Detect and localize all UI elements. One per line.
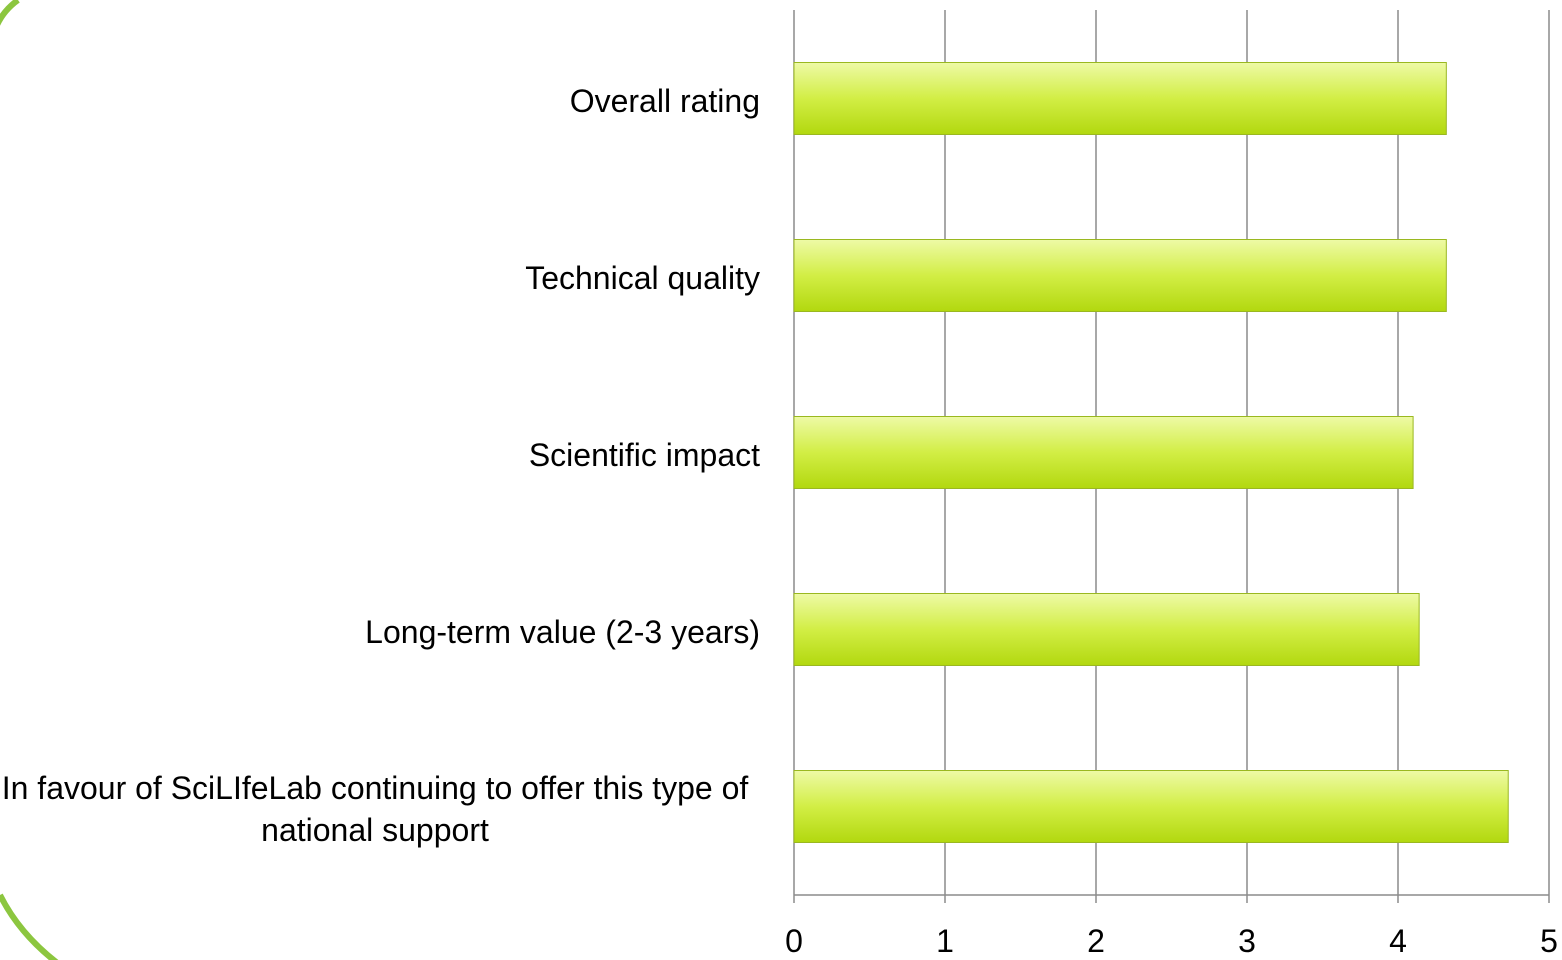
y-tick-label: Scientific impact [528,436,760,473]
decoration-arc [0,0,59,960]
bar [793,593,1420,666]
x-tick-label: 4 [1389,923,1407,959]
x-tick-label: 5 [1540,923,1558,959]
x-tick-label: 3 [1238,923,1256,959]
bar [793,770,1509,843]
y-tick-label: Overall rating [569,82,760,119]
y-tick-label: In favour of SciLIfeLab continuing to of… [1,769,749,848]
y-tick-label: Long-term value (2-3 years) [365,613,760,650]
bar [793,239,1447,312]
x-tick-label: 2 [1087,923,1105,959]
x-tick-label: 0 [785,923,803,959]
y-tick-label: Technical quality [525,259,760,296]
bar [793,416,1414,489]
x-tick-label: 1 [936,923,954,959]
bar [793,62,1447,135]
